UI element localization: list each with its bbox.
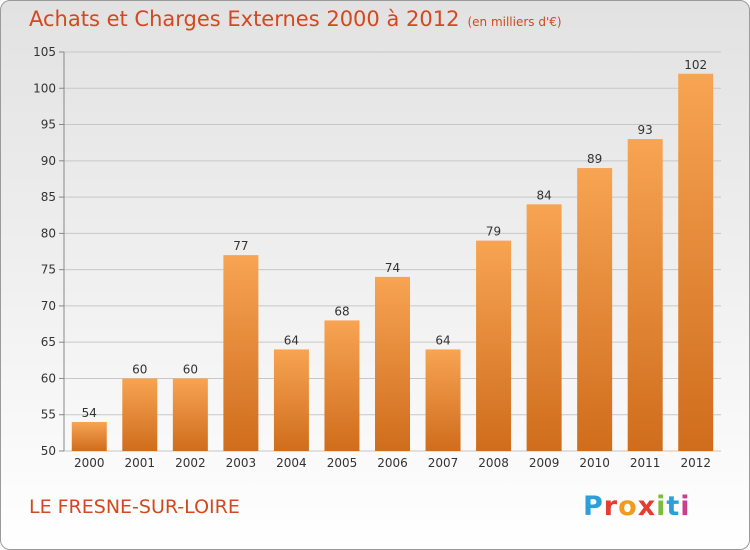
y-tick-label: 105 (33, 45, 56, 59)
x-tick-label-2003: 2003 (226, 456, 257, 470)
data-label-2010: 89 (587, 152, 602, 166)
y-tick-label: 95 (41, 118, 56, 132)
y-tick-label: 85 (41, 190, 56, 204)
x-tick-label-2006: 2006 (377, 456, 408, 470)
x-tick-label-2007: 2007 (428, 456, 459, 470)
data-labels: 54 60 60 77 64 68 74 64 79 84 89 93 102 (82, 58, 708, 420)
data-label-2007: 64 (435, 333, 450, 347)
logo-letter: i (656, 491, 667, 522)
bar-2002 (172, 378, 208, 451)
logo-letter: o (618, 491, 638, 522)
data-label-2003: 77 (233, 239, 248, 253)
bar-2010 (577, 168, 613, 451)
bar-2009 (526, 204, 562, 451)
bar-2008 (476, 240, 512, 451)
bar-2001 (122, 378, 158, 451)
y-tick-label: 75 (41, 263, 56, 277)
data-label-2004: 64 (284, 333, 299, 347)
bars (71, 73, 714, 451)
bar-2007 (425, 349, 461, 451)
x-tick-label-2012: 2012 (680, 456, 711, 470)
data-label-2001: 60 (132, 362, 147, 376)
data-label-2009: 84 (536, 188, 551, 202)
y-tick-label: 55 (41, 408, 56, 422)
y-tick-label: 70 (41, 299, 56, 313)
data-label-2000: 54 (82, 406, 97, 420)
x-tick-labels: 2000 2001 2002 2003 2004 2005 2006 2007 2008 2009… (74, 456, 711, 470)
y-tick-label: 90 (41, 154, 56, 168)
bar-2003 (223, 255, 259, 451)
data-label-2011: 93 (638, 123, 653, 137)
bar-2006 (375, 276, 410, 451)
logo-letter: x (637, 491, 657, 522)
logo-letter: t (666, 491, 681, 522)
bar-2000 (71, 421, 107, 451)
proxiti-logo[interactable]: Proxiti (583, 491, 691, 522)
chart-unit: (en milliers d'€) (467, 15, 562, 29)
y-tick-label: 50 (41, 444, 56, 458)
x-tick-label-2010: 2010 (579, 456, 610, 470)
x-tick-label-2002: 2002 (175, 456, 206, 470)
logo-letter: i (680, 491, 691, 522)
x-tick-label-2004: 2004 (276, 456, 307, 470)
x-tick-label-2009: 2009 (529, 456, 560, 470)
bar-2005 (324, 320, 360, 451)
bar-2012 (678, 73, 714, 451)
y-tick-label: 65 (41, 335, 56, 349)
logo-letter: P (583, 491, 604, 522)
bar-2004 (273, 349, 309, 451)
y-tick-label: 80 (41, 226, 56, 240)
x-tick-label-2005: 2005 (327, 456, 358, 470)
x-tick-label-2011: 2011 (630, 456, 661, 470)
y-tick-labels: 50 55 60 65 70 75 80 85 90 95 100 105 (33, 45, 56, 458)
data-label-2012: 102 (684, 58, 707, 72)
chart-title-text: Achats et Charges Externes 2000 à 2012 (29, 7, 460, 31)
x-tick-label-2001: 2001 (125, 456, 156, 470)
logo-letter: r (603, 491, 619, 522)
y-tick-label: 100 (33, 81, 56, 95)
chart-title: Achats et Charges Externes 2000 à 2012 (e… (29, 7, 562, 31)
commune-name: LE FRESNE-SUR-LOIRE (29, 496, 240, 518)
x-tick-label-2008: 2008 (478, 456, 509, 470)
bar-2011 (627, 139, 663, 451)
x-tick-label-2000: 2000 (74, 456, 105, 470)
data-label-2002: 60 (183, 362, 198, 376)
data-label-2006: 74 (385, 261, 400, 275)
data-label-2005: 68 (334, 304, 349, 318)
data-label-2008: 79 (486, 225, 501, 239)
y-tick-label: 60 (41, 371, 56, 385)
